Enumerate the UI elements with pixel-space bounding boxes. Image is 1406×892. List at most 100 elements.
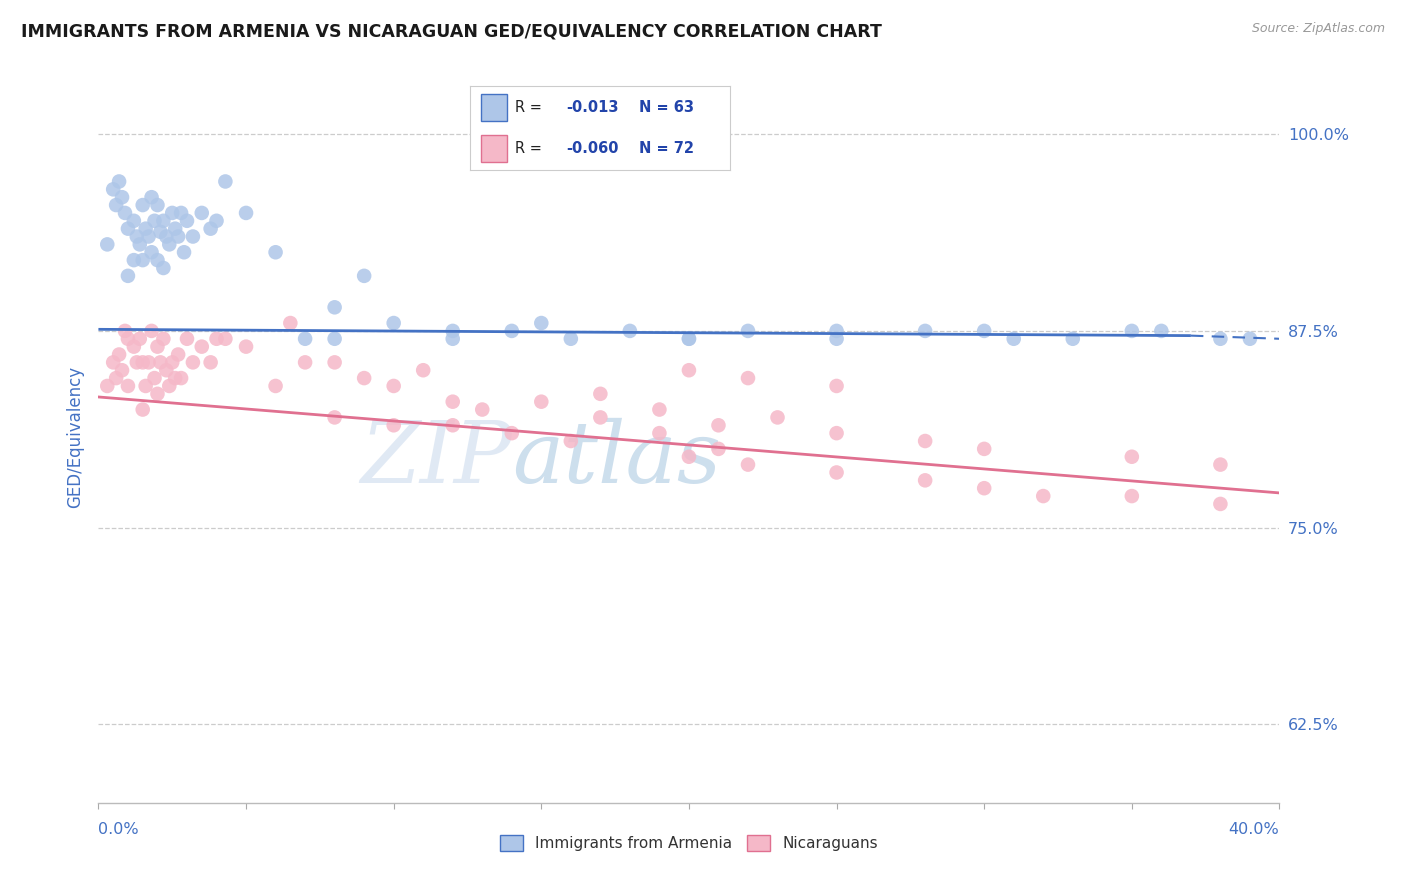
Point (560, 332, 582, 346)
Point (825, 379, 848, 393)
Point (280, 316, 302, 330)
Point (108, 347, 131, 361)
Point (1121, 450, 1143, 464)
Point (152, 214, 174, 228)
Point (138, 355, 160, 369)
Point (1209, 497, 1232, 511)
Text: Source: ZipAtlas.com: Source: ZipAtlas.com (1251, 22, 1385, 36)
Point (200, 355, 222, 369)
Point (141, 324, 163, 338)
Point (205, 332, 228, 346)
Point (149, 355, 172, 369)
Point (1121, 489, 1143, 503)
Point (1209, 458, 1232, 472)
Point (162, 355, 183, 369)
Point (441, 394, 464, 409)
Point (1032, 489, 1054, 503)
Point (382, 316, 405, 330)
Point (294, 332, 316, 346)
Point (146, 198, 169, 212)
Point (96, 379, 118, 393)
Point (737, 458, 759, 472)
Point (914, 434, 936, 448)
Point (235, 340, 257, 354)
Point (105, 371, 128, 385)
Text: ZIP: ZIP (360, 417, 512, 500)
Point (122, 214, 145, 228)
Point (157, 237, 180, 252)
Point (138, 229, 160, 244)
Point (471, 402, 494, 417)
Point (530, 316, 553, 330)
Point (176, 332, 198, 346)
Point (157, 379, 180, 393)
Point (143, 371, 166, 385)
Point (103, 355, 125, 369)
Point (135, 221, 157, 235)
Point (973, 324, 995, 338)
Point (914, 324, 936, 338)
Point (141, 190, 163, 204)
Legend: Immigrants from Armenia, Nicaraguans: Immigrants from Armenia, Nicaraguans (494, 830, 884, 857)
Point (1150, 324, 1173, 338)
Text: IMMIGRANTS FROM ARMENIA VS NICARAGUAN GED/EQUIVALENCY CORRELATION CHART: IMMIGRANTS FROM ARMENIA VS NICARAGUAN GE… (21, 22, 882, 40)
Point (181, 229, 204, 244)
Point (294, 355, 316, 369)
Point (382, 379, 405, 393)
Point (707, 442, 730, 456)
Point (264, 245, 287, 260)
Point (122, 253, 145, 268)
Point (117, 332, 139, 346)
Point (155, 363, 177, 377)
Point (648, 402, 671, 417)
Point (441, 332, 464, 346)
Point (132, 198, 155, 212)
Point (165, 371, 187, 385)
Point (323, 355, 346, 369)
Point (191, 206, 214, 220)
Point (146, 387, 169, 401)
Point (181, 355, 204, 369)
Point (167, 347, 190, 361)
Point (103, 182, 125, 196)
Point (589, 410, 612, 425)
Point (678, 450, 700, 464)
Point (125, 229, 148, 244)
Point (114, 206, 136, 220)
Point (108, 174, 131, 188)
Point (132, 355, 155, 369)
Text: atlas: atlas (512, 417, 721, 500)
Point (825, 466, 848, 480)
Point (176, 214, 198, 228)
Point (191, 340, 214, 354)
Point (155, 229, 177, 244)
Point (152, 260, 174, 275)
Point (1002, 332, 1025, 346)
Point (737, 371, 759, 385)
Point (1239, 332, 1261, 346)
Point (132, 253, 155, 268)
Point (1121, 324, 1143, 338)
Point (200, 221, 222, 235)
Point (973, 481, 995, 495)
Point (323, 410, 346, 425)
Point (323, 301, 346, 315)
Point (678, 363, 700, 377)
Point (323, 332, 346, 346)
Point (170, 206, 193, 220)
Point (132, 402, 155, 417)
Point (173, 245, 195, 260)
Text: 40.0%: 40.0% (1229, 822, 1279, 837)
Point (205, 214, 228, 228)
Point (501, 426, 523, 441)
Point (214, 174, 236, 188)
Point (128, 237, 150, 252)
Point (914, 473, 936, 487)
Point (125, 355, 148, 369)
Point (619, 324, 641, 338)
Point (501, 324, 523, 338)
Y-axis label: GED/Equivalency: GED/Equivalency (66, 366, 84, 508)
Point (441, 324, 464, 338)
Point (105, 198, 128, 212)
Point (353, 371, 375, 385)
